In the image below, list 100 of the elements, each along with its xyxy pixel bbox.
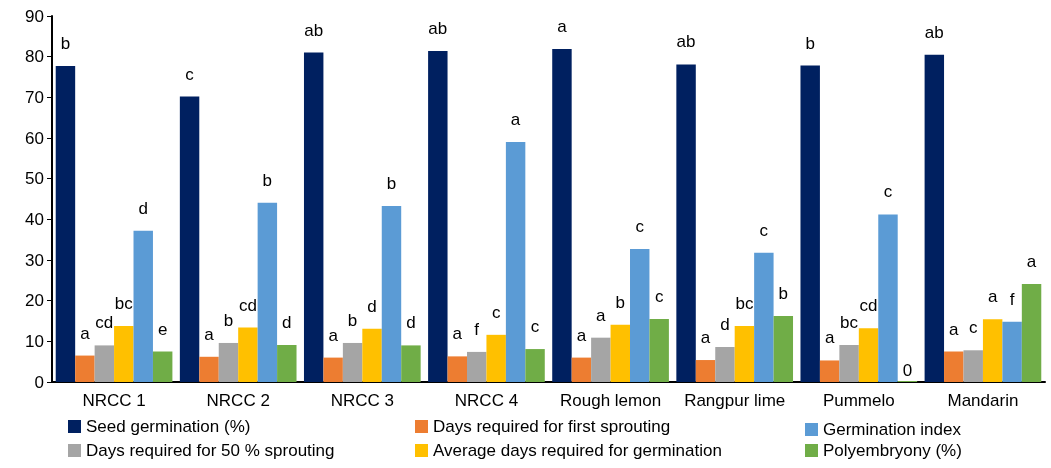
data-label: b [386,173,397,193]
x-tick-label: Rangpur lime [684,391,786,410]
bar [238,327,258,382]
legend-label: Polyembryony (%) [823,441,962,460]
y-tick-label: 90 [25,6,44,26]
bar [505,142,526,382]
bar [152,351,173,382]
data-label: ab [924,22,944,42]
data-label: b [615,292,626,312]
bar [963,350,983,382]
data-label: a [557,16,568,36]
bar [1021,283,1042,382]
legend-label: Germination index [823,420,962,439]
data-label: f [1009,289,1015,309]
data-label: a [452,324,463,344]
data-label: b [262,170,273,190]
x-tick-label: NRCC 1 [82,391,146,410]
bar [525,349,545,382]
data-label: a [824,328,835,348]
data-label: a [328,325,339,345]
bar [819,360,840,382]
data-label: c [635,217,645,237]
bar [257,202,278,382]
data-label: ab [676,32,696,52]
legend-label: Days required for first sprouting [433,417,671,436]
bar [342,342,363,382]
bar [676,64,696,382]
data-label: b [60,34,71,54]
data-label: bc [735,293,754,313]
x-tick-label: NRCC 3 [330,391,394,410]
bar [447,356,467,382]
bar [695,360,716,382]
data-label: d [720,315,730,335]
data-label: bc [114,293,134,313]
bar [277,344,297,382]
y-tick-label: 60 [25,128,44,148]
bar [630,249,650,382]
data-label: 0 [902,361,913,380]
bar [303,52,324,382]
y-tick-label: 70 [25,87,44,107]
legend-label: Average days required for germination [433,441,722,460]
data-label: d [406,313,416,333]
data-label: a [576,325,587,345]
data-label: b [805,33,815,53]
x-tick-label: NRCC 4 [454,391,519,410]
bar [982,319,1003,382]
bar [610,324,631,382]
data-label: a [596,305,607,325]
x-tick-label: NRCC 2 [206,391,270,410]
data-label: b [223,310,234,330]
bar [466,351,487,382]
bar [924,54,945,382]
x-tick-label: Mandarin [947,391,1019,410]
y-tick-label: 20 [25,291,44,311]
y-tick-label: 80 [25,47,44,67]
bar [552,48,572,382]
data-label: b [347,310,358,330]
data-label: a [204,324,215,344]
bar [878,214,898,382]
data-label: cd [95,313,114,333]
bar [428,50,448,382]
bar [94,345,115,382]
bar [218,342,239,382]
data-label: c [759,220,769,240]
data-label: cd [859,296,878,316]
legend-label: Days required for 50 % sprouting [86,441,335,460]
bar [133,230,153,382]
y-tick-label: 40 [25,209,44,229]
bar [55,66,76,382]
y-tick-label: 50 [25,169,44,189]
y-tick-label: 30 [25,250,44,270]
bar [734,325,755,382]
data-label: e [157,319,168,339]
bar [944,351,964,382]
data-label: a [1026,251,1037,271]
x-tick-label: Pummelo [822,391,895,410]
bar [571,357,592,382]
data-label: ab [304,20,324,40]
bar [754,252,774,382]
y-tick-label: 0 [34,372,44,392]
data-label: b [778,284,789,304]
bar [1002,321,1022,382]
data-label: f [474,319,480,339]
data-label: c [491,302,501,322]
data-label: c [530,317,540,337]
bar [773,316,794,382]
bar [800,65,820,382]
bar [362,328,382,382]
data-label: d [138,198,148,218]
data-label: c [883,182,893,202]
bar [179,96,200,382]
bar [858,328,879,382]
data-label: d [282,312,292,332]
bar [486,334,506,382]
data-label: cd [238,295,257,315]
bar [199,356,219,382]
bar [75,355,95,382]
bar [323,357,343,382]
data-label: a [700,328,711,348]
legend-label: Seed germination (%) [86,417,251,436]
